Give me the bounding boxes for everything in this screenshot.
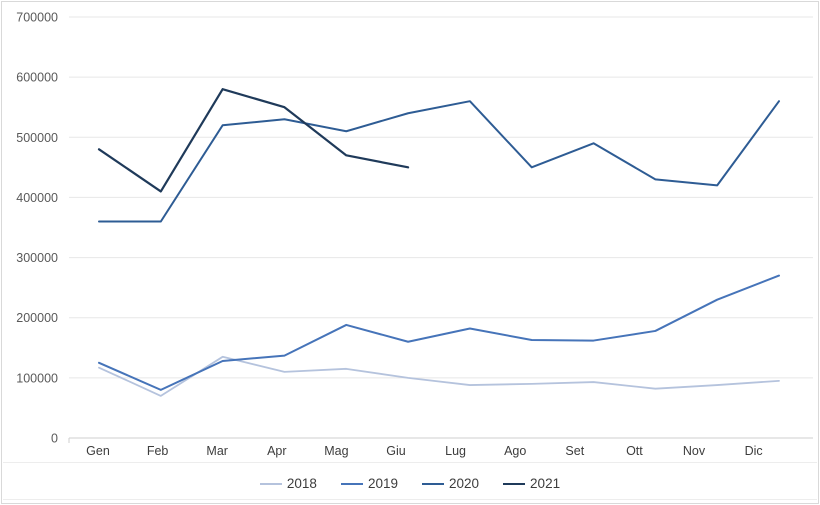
- y-axis-label: 500000: [16, 131, 58, 145]
- legend-label: 2021: [530, 476, 561, 492]
- y-axis-label: 100000: [16, 371, 58, 385]
- x-axis-label: Dic: [745, 444, 763, 458]
- legend-swatch-2019: [340, 483, 363, 485]
- y-axis-label: 400000: [16, 191, 58, 205]
- y-axis-label: 0: [51, 432, 58, 446]
- legend-label: 2018: [286, 476, 317, 492]
- legend-item-2020: 2020: [422, 477, 479, 491]
- legend-label: 2020: [449, 476, 480, 492]
- legend-swatch-2021: [503, 483, 526, 485]
- legend-item-2021: 2021: [503, 477, 560, 491]
- x-axis-label: Feb: [147, 444, 169, 458]
- y-axis-label: 300000: [16, 251, 58, 265]
- series-line-2021: [97, 88, 410, 193]
- series-line-2019: [98, 274, 780, 391]
- legend-item-2019: 2019: [340, 476, 398, 492]
- legend-label: 2019: [367, 476, 398, 492]
- x-axis-label: Lug: [445, 444, 466, 458]
- x-axis-label: Giu: [386, 444, 406, 458]
- legend-item-2018: 2018: [259, 476, 317, 492]
- legend-swatch-2018: [259, 483, 282, 485]
- x-axis-label: Apr: [267, 444, 286, 458]
- series-line-2020: [98, 100, 780, 223]
- series-line-2018: [98, 355, 780, 397]
- y-axis-label: 200000: [16, 311, 58, 325]
- y-axis-label: 600000: [16, 71, 58, 85]
- x-axis-label: Set: [565, 444, 584, 458]
- x-axis-label: Nov: [683, 444, 706, 458]
- x-axis-label: Ago: [504, 444, 526, 458]
- x-axis-label: Mag: [324, 444, 348, 458]
- x-axis-label: Ott: [626, 444, 643, 458]
- chart-legend: 2018 2019 2020 2021: [2, 470, 818, 498]
- x-axis-label: Mar: [206, 444, 228, 458]
- y-axis-label: 700000: [16, 11, 58, 25]
- x-axis-label: Gen: [86, 444, 110, 458]
- legend-swatch-2020: [422, 483, 444, 485]
